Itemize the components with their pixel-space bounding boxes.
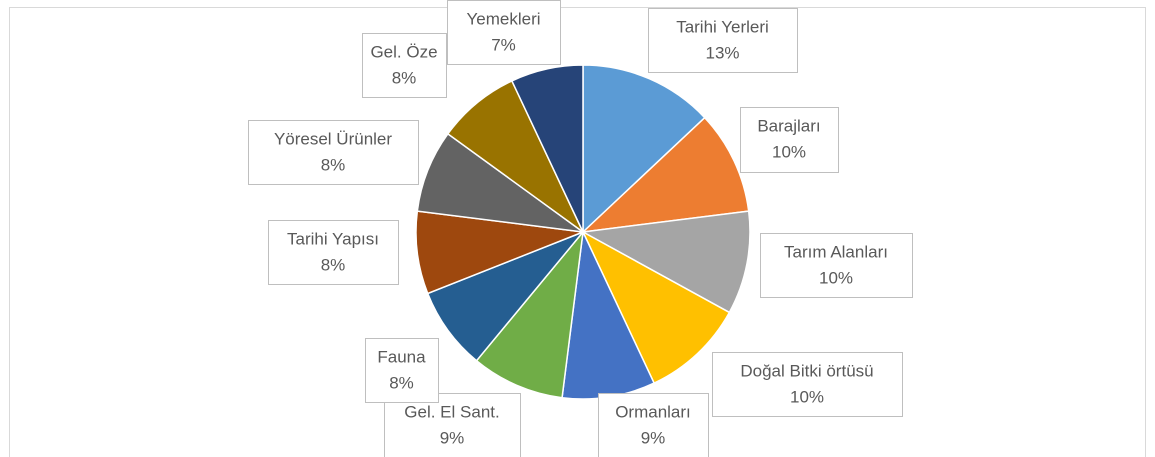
- chart-border: [9, 7, 1146, 457]
- pie-slice: [581, 230, 731, 385]
- value-label: 9%: [440, 428, 465, 447]
- category-label: Tarım Alanları: [784, 242, 888, 261]
- value-label: 10%: [772, 142, 806, 161]
- category-label: Gel. El Sant.: [404, 402, 499, 421]
- label-box: [648, 8, 798, 73]
- label-box: [740, 107, 839, 173]
- label-box: [268, 220, 399, 285]
- value-label: 10%: [819, 268, 853, 287]
- category-label: Gel. Öze: [370, 42, 437, 61]
- pie-slice: [510, 64, 584, 233]
- category-label: Tarihi Yerleri: [676, 17, 769, 36]
- value-label: 13%: [705, 43, 739, 62]
- label-box: [248, 120, 419, 185]
- value-label: 8%: [321, 255, 346, 274]
- value-label: 10%: [790, 387, 824, 406]
- category-label: Yemekleri: [466, 9, 540, 28]
- value-label: 8%: [392, 68, 417, 87]
- pie-slice: [580, 210, 751, 314]
- pie-slice: [475, 229, 585, 399]
- category-label: Ormanları: [615, 402, 691, 421]
- label-box: [365, 338, 439, 403]
- category-label: Fauna: [377, 347, 426, 366]
- category-label: Tarihi Yapısı: [287, 229, 379, 248]
- value-label: 8%: [389, 373, 414, 392]
- label-box: [384, 393, 521, 457]
- category-label: Doğal Bitki örtüsü: [740, 361, 873, 380]
- label-box: [362, 33, 447, 98]
- pie-slice: [582, 64, 706, 234]
- category-label: Yöresel Ürünler: [274, 129, 392, 148]
- label-box: [760, 233, 913, 298]
- value-label: 9%: [641, 428, 666, 447]
- value-label: 8%: [321, 155, 346, 174]
- pie-slice: [580, 116, 750, 234]
- value-label: 7%: [491, 35, 516, 54]
- label-box: [447, 0, 561, 65]
- category-label: Barajları: [757, 116, 820, 135]
- label-box: [598, 393, 709, 457]
- label-box: [712, 352, 903, 417]
